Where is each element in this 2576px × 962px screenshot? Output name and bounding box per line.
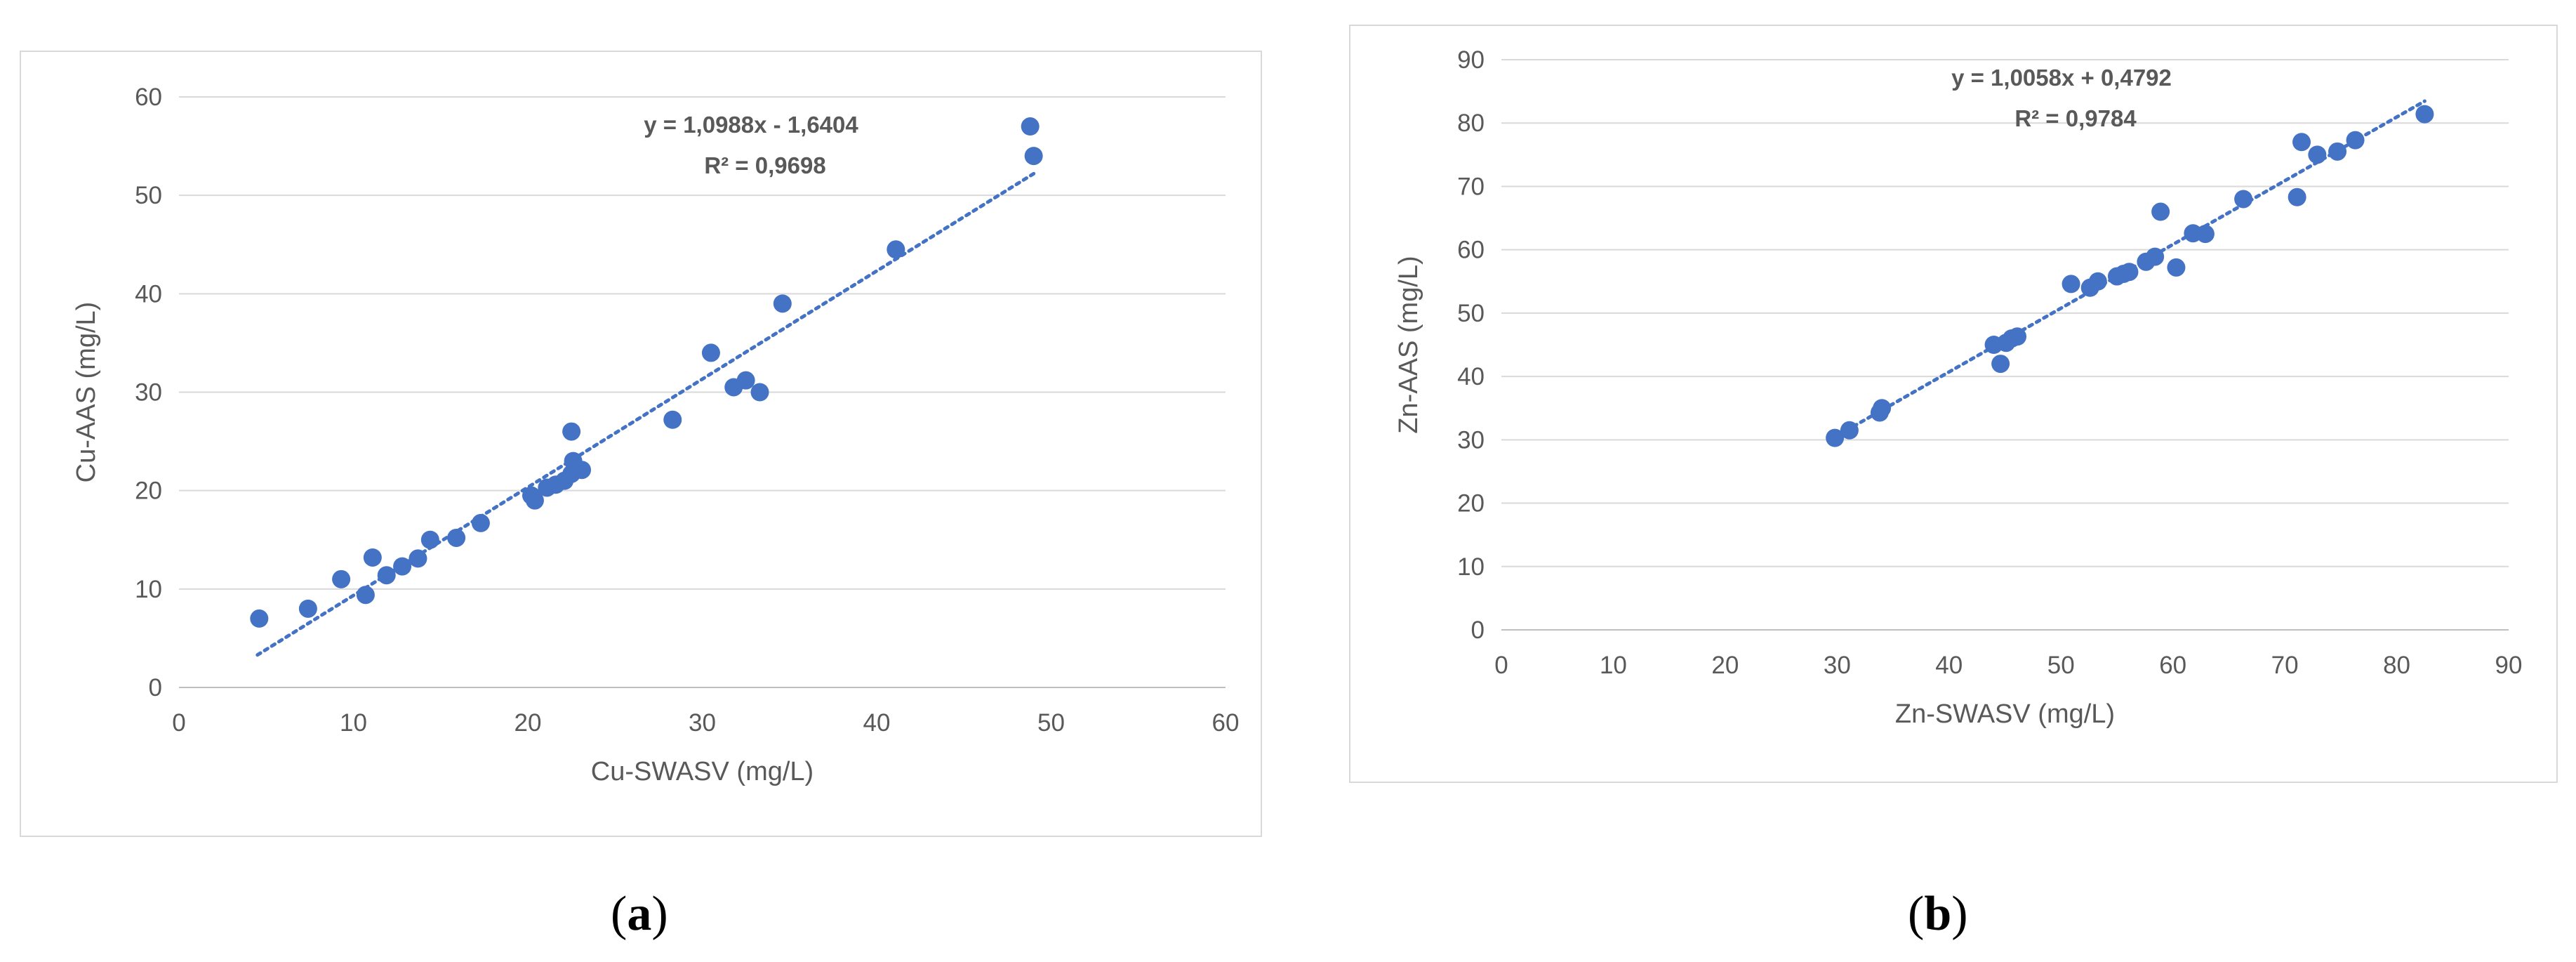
x-tick-label: 60 xyxy=(2159,652,2186,679)
x-tick-label: 70 xyxy=(2271,652,2299,679)
x-tick-label: 60 xyxy=(1212,709,1240,737)
y-axis-title: Zn-AAS (mg/L) xyxy=(1394,256,1423,433)
x-tick-label: 0 xyxy=(1494,652,1508,679)
data-point xyxy=(1873,399,1892,418)
y-tick-label: 20 xyxy=(135,477,162,505)
y-tick-label: 60 xyxy=(135,84,162,111)
data-point xyxy=(377,566,396,585)
data-point xyxy=(1840,421,1859,440)
data-point xyxy=(363,548,382,567)
data-point xyxy=(2308,145,2327,164)
data-point xyxy=(701,343,720,362)
x-axis-title: Cu-SWASV (mg/L) xyxy=(591,757,814,786)
trendline-equation: y = 1,0058x + 0,4792 xyxy=(1951,65,2172,91)
y-tick-label: 10 xyxy=(1457,553,1485,581)
data-point xyxy=(2151,202,2170,221)
data-point xyxy=(409,549,427,568)
x-tick-label: 0 xyxy=(172,709,185,737)
chart-panel-b: 0 10 20 30 40 50 60 70 80 90 0 10 20 30 40 50 60 70 80 90 Zn… xyxy=(1349,25,2558,783)
x-tick-label: 40 xyxy=(863,709,891,737)
data-point xyxy=(1024,147,1043,166)
scatter-chart-b: 0 10 20 30 40 50 60 70 80 90 0 10 20 30 40 50 60 70 80 90 Zn… xyxy=(1394,46,2523,729)
y-tick-label: 30 xyxy=(1457,426,1485,454)
x-tick-label: 20 xyxy=(1711,652,1739,679)
data-point xyxy=(332,569,351,588)
trendline-r2: R² = 0,9698 xyxy=(704,152,825,178)
data-point xyxy=(2328,142,2347,161)
data-point xyxy=(2288,187,2306,206)
x-tick-label: 80 xyxy=(2383,652,2410,679)
trendline-equation: y = 1,0988x - 1,6404 xyxy=(644,112,858,138)
data-point xyxy=(1021,117,1040,136)
y-tick-label: 40 xyxy=(1457,363,1485,390)
y-tick-label: 20 xyxy=(1457,490,1485,518)
caption-a: (a) xyxy=(611,887,668,941)
data-point xyxy=(356,586,375,605)
caption-b-letter: b xyxy=(1924,887,1952,941)
data-point xyxy=(1826,428,1845,447)
data-point xyxy=(2292,133,2311,152)
caption-a-letter: a xyxy=(627,887,652,941)
x-tick-label: 50 xyxy=(2047,652,2075,679)
data-point xyxy=(573,461,592,480)
y-tick-label: 60 xyxy=(1457,237,1485,264)
data-point xyxy=(2196,225,2215,244)
data-point xyxy=(2062,275,2080,294)
data-point xyxy=(562,422,581,441)
y-tick-label: 0 xyxy=(149,674,162,701)
data-point xyxy=(298,599,317,618)
y-tick-label: 30 xyxy=(135,379,162,407)
data-point xyxy=(663,410,682,429)
data-point xyxy=(750,383,769,402)
data-point xyxy=(420,530,439,549)
data-point xyxy=(773,294,792,313)
data-point xyxy=(1991,355,2010,374)
y-tick-label: 0 xyxy=(1471,617,1485,644)
data-point xyxy=(2088,272,2107,291)
data-point xyxy=(447,528,466,547)
x-axis-title: Zn-SWASV (mg/L) xyxy=(1895,699,2115,729)
data-point xyxy=(471,513,490,532)
y-tick-label: 80 xyxy=(1457,110,1485,137)
x-tick-label: 30 xyxy=(689,709,716,737)
y-tick-label: 40 xyxy=(135,280,162,308)
data-point xyxy=(2146,247,2165,266)
x-tick-label: 10 xyxy=(340,709,367,737)
data-point xyxy=(736,371,755,390)
data-point xyxy=(2415,105,2434,124)
x-tick-label: 90 xyxy=(2495,652,2523,679)
caption-b: (b) xyxy=(1908,887,1968,941)
scatter-chart-a: 0 10 20 30 40 50 60 0 10 20 30 40 50 60 Cu-SWASV (mg/L… xyxy=(72,84,1240,786)
data-point xyxy=(250,609,269,628)
trendline xyxy=(255,171,1036,657)
y-tick-label: 10 xyxy=(135,576,162,603)
x-tick-label: 10 xyxy=(1600,652,1627,679)
data-point xyxy=(887,240,905,259)
x-tick-label: 20 xyxy=(514,709,542,737)
x-tick-label: 40 xyxy=(1935,652,1963,679)
y-tick-label: 90 xyxy=(1457,46,1485,74)
y-axis-title: Cu-AAS (mg/L) xyxy=(72,302,101,483)
x-tick-label: 30 xyxy=(1824,652,1851,679)
y-tick-label: 50 xyxy=(1457,300,1485,327)
data-point xyxy=(393,557,412,576)
data-point xyxy=(2120,263,2139,282)
data-point xyxy=(525,491,544,510)
chart-panel-a: 0 10 20 30 40 50 60 0 10 20 30 40 50 60 Cu-SWASV (mg/L… xyxy=(20,51,1262,837)
data-point xyxy=(2008,327,2027,346)
y-tick-label: 50 xyxy=(135,182,162,209)
data-point xyxy=(2346,131,2365,150)
data-point xyxy=(2167,258,2186,277)
trendline-r2: R² = 0,9784 xyxy=(2014,105,2137,131)
x-tick-label: 50 xyxy=(1037,709,1065,737)
data-point xyxy=(2234,190,2253,209)
y-tick-label: 70 xyxy=(1457,173,1485,200)
